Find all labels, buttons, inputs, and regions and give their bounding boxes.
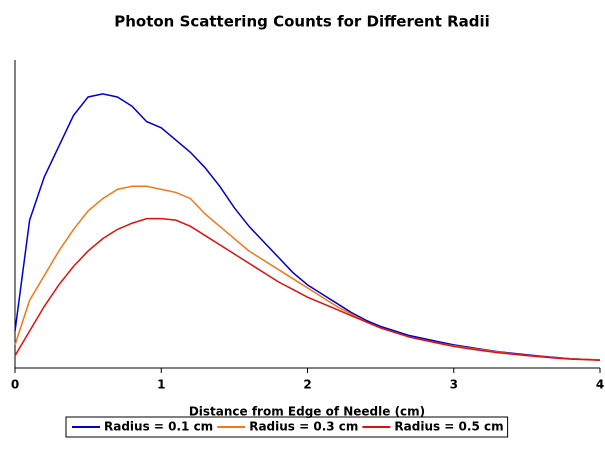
x-tick-label: 4 <box>596 378 604 392</box>
series-line <box>14 185 601 361</box>
x-tick-label: 1 <box>157 378 165 392</box>
x-tick-label: 3 <box>450 378 458 392</box>
chart-title: Photon Scattering Counts for Different R… <box>114 13 490 31</box>
legend-box <box>65 416 509 438</box>
legend-label: Radius = 0.3 cm <box>249 420 358 434</box>
x-tick-label: 2 <box>303 378 311 392</box>
legend-label: Radius = 0.1 cm <box>104 420 213 434</box>
series-line <box>14 217 601 362</box>
x-tick-label: 0 <box>11 378 19 392</box>
series-line <box>14 93 601 361</box>
legend-label: Radius = 0.5 cm <box>394 420 503 434</box>
x-axis-label: Distance from Edge of Needle (cm) <box>189 405 425 419</box>
